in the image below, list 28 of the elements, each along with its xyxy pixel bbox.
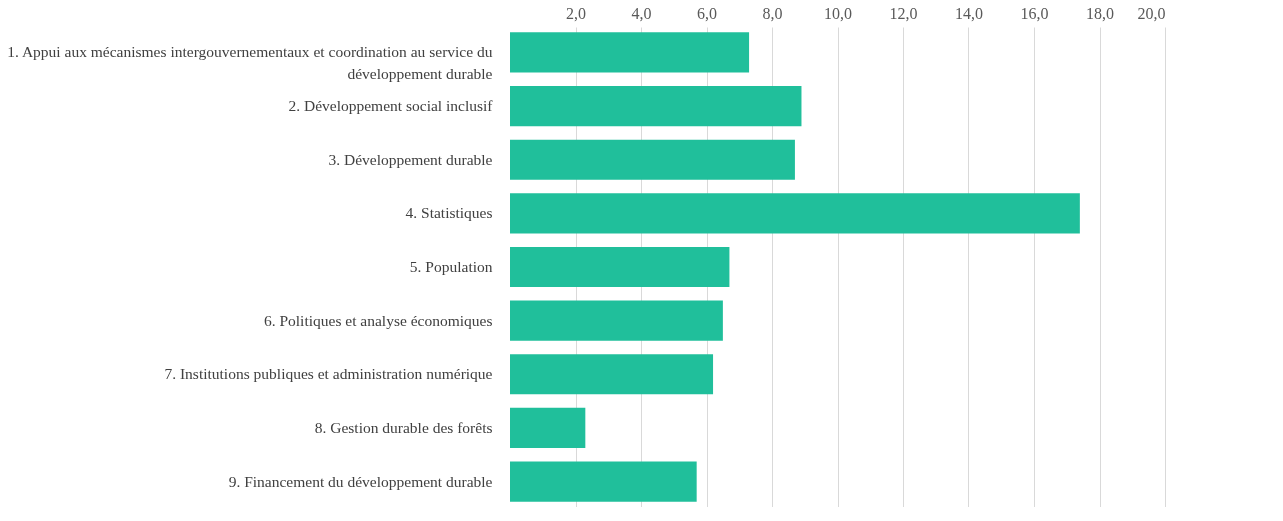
- bar: [510, 193, 1080, 234]
- bar: [510, 407, 586, 449]
- y-tick-label: 1. Appui aux mécanismes intergouvernementaux et coordination au service du développement durable: [7, 43, 493, 83]
- y-tick-label: 6. Politiques et analyse économiques: [263, 311, 493, 329]
- x-tick-label: 18,0: [1086, 4, 1114, 22]
- x-tick-label: 14,0: [955, 4, 983, 22]
- x-tick-label: 8,0: [762, 4, 783, 22]
- x-tick-label: 10,0: [824, 4, 852, 22]
- x-tick-label: 16,0: [1020, 4, 1049, 22]
- bar: [510, 32, 750, 73]
- x-tick-label: 2,0: [566, 4, 586, 22]
- bar: [510, 354, 714, 395]
- x-tick-label: 4,0: [631, 4, 652, 22]
- y-tick-label: 7. Institutions publiques et administration numérique: [164, 365, 493, 383]
- y-tick-label: 8. Gestion durable des forêts: [314, 418, 493, 436]
- bar: [510, 85, 802, 127]
- x-tick-label: 20,0: [1137, 4, 1166, 22]
- y-tick-label: 3. Développement durable: [328, 150, 493, 168]
- y-tick-label: 5. Population: [409, 258, 493, 275]
- bar: [510, 139, 795, 180]
- bar: [510, 300, 723, 341]
- y-tick-label: 4. Statistiques: [405, 204, 493, 222]
- y-tick-label: 9. Financement du développement durable: [228, 472, 493, 490]
- x-tick-label: 6,0: [697, 4, 717, 22]
- x-tick-label: 12,0: [889, 4, 918, 22]
- bar: [510, 461, 697, 502]
- bar: [510, 246, 730, 288]
- y-tick-label: 2. Développement social inclusif: [288, 97, 494, 115]
